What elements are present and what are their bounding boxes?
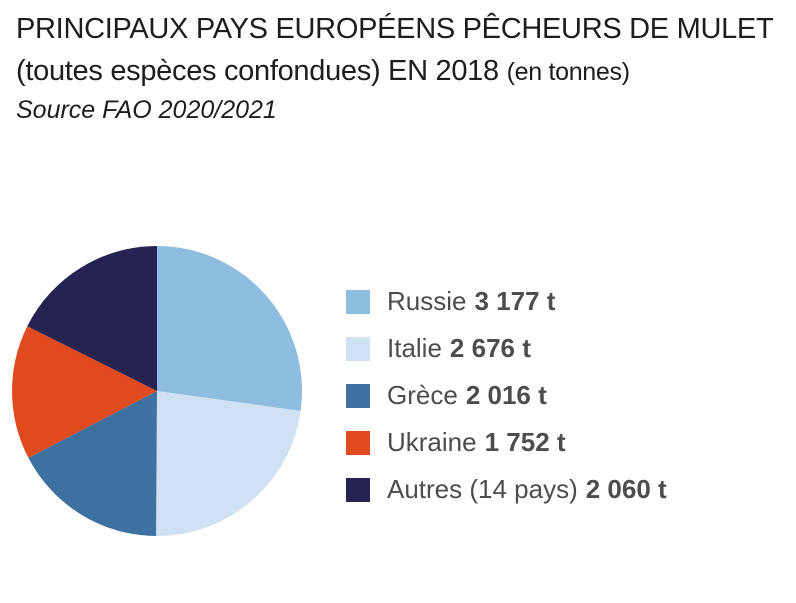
legend-label-grece: Grèce xyxy=(387,380,458,410)
pie-slice-russie xyxy=(157,246,302,411)
legend-swatch-russie xyxy=(346,289,370,314)
chart-title-line-2: (toutes espèces confondues) EN 2018 (en … xyxy=(16,50,786,93)
chart-title-line-1: PRINCIPAUX PAYS EUROPÉENS PÊCHEURS DE MU… xyxy=(16,13,774,45)
legend-value-russie: 3 177 t xyxy=(474,286,556,316)
legend-item-ukraine: Ukraine 1 752 t xyxy=(346,419,667,466)
pie-slice-ukraine xyxy=(12,326,158,458)
pie-slice-autres xyxy=(27,246,157,391)
legend-item-russie: Russie 3 177 t xyxy=(346,278,667,325)
legend-value-autres: 2 060 t xyxy=(585,474,667,504)
legend-swatch-grece xyxy=(346,383,370,408)
legend-label-autres: Autres (14 pays) xyxy=(387,474,578,504)
legend-swatch-autres xyxy=(346,477,370,502)
chart-title-main-text: (toutes espèces confondues) EN 2018 xyxy=(16,55,499,87)
legend-value-ukraine: 1 752 t xyxy=(484,427,566,457)
chart-title: PRINCIPAUX PAYS EUROPÉENS PÊCHEURS DE MU… xyxy=(16,8,786,93)
legend-label-ukraine: Ukraine xyxy=(387,427,477,457)
pie-chart xyxy=(12,246,302,536)
legend-item-autres: Autres (14 pays) 2 060 t xyxy=(346,466,667,513)
legend-value-italie: 2 676 t xyxy=(449,333,531,363)
legend-label-italie: Italie xyxy=(387,333,442,363)
legend-value-grece: 2 016 t xyxy=(465,380,547,410)
chart-source: Source FAO 2020/2021 xyxy=(16,96,277,124)
legend-item-grece: Grèce 2 016 t xyxy=(346,372,667,419)
legend-swatch-ukraine xyxy=(346,430,370,455)
pie-slice-italie xyxy=(156,391,301,536)
chart-title-unit: (en tonnes) xyxy=(506,58,630,86)
legend-item-italie: Italie 2 676 t xyxy=(346,325,667,372)
legend-label-russie: Russie xyxy=(387,286,467,316)
pie-slice-grece xyxy=(28,391,157,536)
legend-swatch-italie xyxy=(346,336,370,361)
chart-legend: Russie 3 177 t Italie 2 676 t Grèce 2 01… xyxy=(346,278,667,513)
